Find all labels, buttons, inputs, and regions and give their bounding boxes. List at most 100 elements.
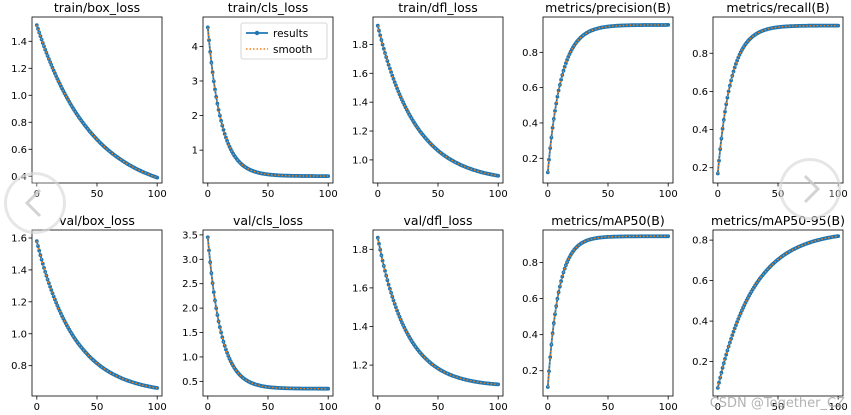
y-tick-label: 1.4 [11, 37, 27, 48]
results-point [207, 38, 211, 43]
results-point [219, 118, 224, 123]
x-tick-label: 0 [715, 402, 721, 413]
results-line [206, 237, 329, 390]
legend-box [240, 22, 328, 60]
results-point [155, 386, 160, 390]
chart-title: val/dfl_loss [404, 213, 473, 228]
y-tick-label: 1.0 [11, 91, 27, 102]
y-tick-label: 1.6 [11, 233, 27, 244]
chart-panel: metrics/precision(B) 0 50 100 0.2 0.4 0.6 0.8 [522, 0, 678, 200]
results-point [211, 290, 216, 295]
x-tick-label: 100 [319, 189, 338, 200]
results-point [383, 269, 387, 273]
results-point [554, 101, 559, 106]
chart-title: metrics/precision(B) [545, 0, 671, 15]
legend-results-label: results [273, 28, 308, 40]
chart-panel: metrics/mAP50(B) 0 50 100 0.2 0.4 0.6 0.8 [522, 213, 678, 413]
y-tick-label: 0.2 [522, 366, 538, 377]
results-point [207, 248, 211, 253]
results-point [720, 366, 725, 370]
results-point [558, 284, 562, 289]
y-tick-label: 3.0 [182, 255, 198, 266]
chart-panel: val/box_loss 0 50 100 0.8 1.0 1.2 1.4 1.6 [11, 213, 167, 413]
legend-smooth-label: smooth [273, 44, 312, 56]
results-point [715, 171, 720, 176]
results-point [553, 312, 557, 317]
chart-panel: train/dfl_loss 0 50 100 1.0 1.2 1.4 1.6 1.8 [352, 0, 508, 200]
results-line [546, 235, 669, 388]
results-line [716, 24, 839, 174]
results-line [546, 23, 669, 173]
smooth-line [207, 27, 329, 177]
y-tick-label: 2.0 [182, 304, 198, 315]
results-point [545, 170, 550, 175]
results-point [559, 279, 563, 284]
results-point [218, 113, 222, 118]
x-tick-label: 0 [205, 189, 211, 200]
results-point [560, 274, 565, 279]
chart-title: metrics/recall(B) [726, 0, 829, 15]
smooth-line [547, 235, 669, 388]
results-point [717, 380, 721, 385]
results-point [220, 335, 225, 340]
results-point [547, 157, 551, 162]
y-tick-label: 0.4 [692, 317, 708, 328]
results-point [719, 370, 724, 375]
x-tick-label: 100 [829, 402, 848, 413]
results-point [729, 78, 733, 83]
y-tick-label: 1.4 [352, 322, 368, 333]
results-line [35, 240, 158, 389]
smooth-line [36, 241, 158, 389]
y-tick-label: 1.0 [182, 352, 198, 363]
y-tick-label: 1.4 [352, 98, 368, 109]
results-point [553, 109, 557, 113]
x-tick-label: 50 [602, 402, 615, 413]
x-tick-label: 100 [148, 402, 167, 413]
y-tick-label: 0.8 [11, 361, 27, 372]
y-tick-label: 0.6 [522, 294, 538, 305]
watermark: CSDN @Together_CZ [709, 396, 845, 411]
previous-arrow-icon[interactable] [4, 172, 66, 234]
y-tick-label: 0.6 [692, 87, 708, 98]
y-tick-label: 0.2 [692, 163, 708, 174]
y-tick-label: 2 [192, 111, 198, 122]
axes-frame [712, 16, 844, 184]
results-markers [545, 23, 671, 175]
y-tick-label: 1.8 [352, 245, 368, 256]
x-tick-label: 50 [432, 402, 445, 413]
y-tick-label: 0.8 [11, 118, 27, 129]
x-tick-label: 50 [432, 189, 445, 200]
smooth-line [717, 24, 839, 174]
x-tick-label: 100 [659, 402, 678, 413]
axes-frame [31, 229, 163, 397]
results-point [496, 173, 501, 178]
y-tick-label: 1.2 [352, 361, 368, 372]
results-point [380, 258, 385, 263]
y-tick-label: 1.0 [352, 155, 368, 166]
results-point [550, 125, 555, 130]
axes-frame [372, 229, 504, 397]
results-point [556, 88, 561, 93]
results-point [836, 234, 841, 239]
next-arrow-icon[interactable] [779, 158, 841, 220]
x-tick-label: 0 [375, 402, 381, 413]
x-tick-label: 100 [489, 402, 508, 413]
x-tick-label: 50 [91, 189, 104, 200]
x-tick-label: 50 [262, 189, 275, 200]
x-tick-label: 0 [34, 402, 40, 413]
y-tick-label: 1.2 [11, 297, 27, 308]
results-point [724, 102, 729, 107]
x-tick-label: 0 [715, 189, 721, 200]
results-point [216, 108, 221, 112]
results-markers [205, 235, 331, 391]
x-tick-label: 100 [148, 189, 167, 200]
chart-title: val/cls_loss [233, 213, 303, 228]
x-tick-label: 0 [205, 402, 211, 413]
y-tick-label: 1.6 [352, 69, 368, 80]
results-point [218, 325, 222, 330]
y-tick-label: 3.5 [182, 230, 198, 241]
y-tick-label: 1.4 [11, 265, 27, 276]
results-markers [34, 23, 160, 180]
y-tick-label: 0.4 [522, 118, 538, 129]
